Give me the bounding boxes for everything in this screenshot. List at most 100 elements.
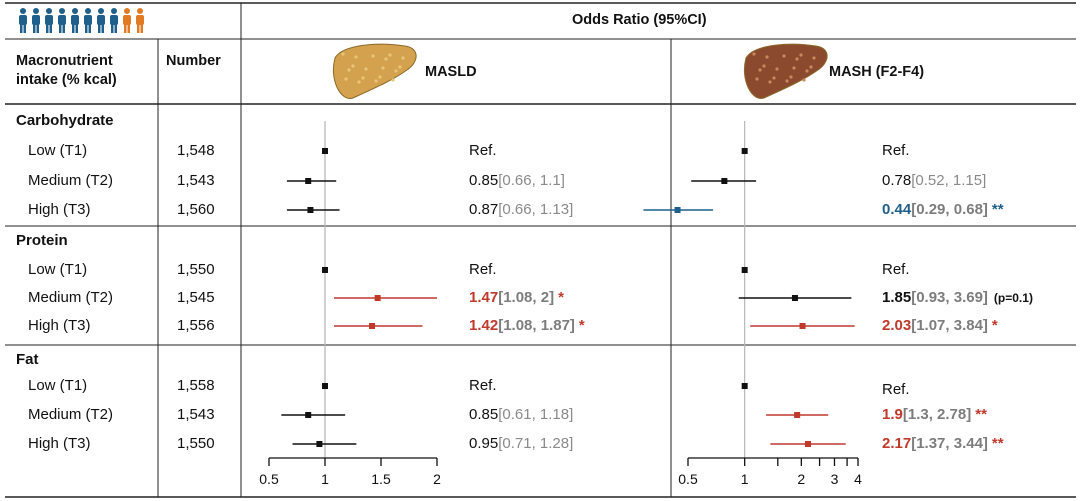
healthy-liver-icon-spot	[347, 68, 351, 72]
odds-ratio-value: 1.85	[882, 289, 912, 306]
masld-odds-ratio: Ref.	[469, 377, 497, 395]
fibrotic-liver-icon-spot	[795, 57, 799, 61]
healthy-liver-icon-spot	[361, 76, 365, 80]
mash-x-tick-label: 4	[854, 471, 862, 487]
fibrotic-liver-icon-spot	[782, 54, 786, 58]
row-level-label: Medium (T2)	[28, 406, 114, 423]
person-icon-body	[58, 15, 66, 25]
person-icon-leg	[137, 24, 140, 33]
healthy-liver-icon-spot	[341, 52, 345, 56]
healthy-liver-icon-spot	[351, 64, 355, 68]
masld-point	[322, 383, 328, 389]
masld-column-header: MASLD	[425, 64, 477, 80]
reference-label: Ref.	[882, 381, 910, 398]
fibrotic-liver-icon-spot	[762, 64, 766, 68]
healthy-liver-icon-spot	[354, 55, 358, 59]
mash-odds-ratio: 2.17[1.37, 3.44] **	[882, 435, 1004, 453]
significance-star: **	[975, 406, 987, 423]
person-icon-body	[32, 15, 40, 25]
masld-odds-ratio: 0.85[0.66, 1.1]	[469, 172, 565, 190]
person-icon-leg	[140, 24, 143, 33]
person-icon-leg	[49, 24, 52, 33]
fibrotic-liver-icon-spot	[765, 55, 769, 59]
significance-star: *	[558, 289, 564, 306]
masld-x-tick-label: 1	[321, 471, 329, 487]
mash-odds-ratio: Ref.	[882, 381, 910, 399]
masld-point	[305, 412, 312, 418]
person-icon-head	[33, 8, 39, 14]
person-icon-leg	[23, 24, 26, 33]
healthy-liver-icon-spot	[398, 65, 402, 69]
intake-column-header: Macronutrient intake (% kcal)	[16, 53, 117, 88]
person-icon-leg	[111, 24, 114, 33]
person-icon-head	[85, 8, 91, 14]
group-fat: Fat	[16, 351, 39, 368]
masld-x-tick-label: 0.5	[259, 471, 279, 487]
person-icon-leg	[20, 24, 23, 33]
person-icon-body	[110, 15, 118, 25]
mash-odds-ratio: 1.9[1.3, 2.78] **	[882, 406, 987, 424]
healthy-liver-icon-spot	[401, 56, 405, 60]
odds-ratio-value: 0.85	[469, 172, 499, 189]
significance-star: **	[991, 201, 1004, 218]
mash-point	[799, 323, 806, 329]
mash-x-tick-label: 1	[741, 471, 749, 487]
confidence-interval: [0.29, 0.68]	[911, 201, 988, 218]
masld-point	[305, 178, 312, 184]
masld-odds-ratio: 0.95[0.71, 1.28]	[469, 435, 573, 453]
fibrotic-liver-icon-spot	[772, 76, 776, 80]
person-icon-leg	[59, 24, 62, 33]
confidence-interval: [0.66, 1.1]	[498, 172, 565, 189]
person-icon-head	[124, 8, 130, 14]
odds-ratio-value: 2.17	[882, 435, 912, 452]
fibrotic-liver-icon-spot	[755, 77, 759, 81]
person-icon-leg	[72, 24, 75, 33]
healthy-liver-icon	[333, 43, 417, 99]
row-level-label: Medium (T2)	[28, 172, 114, 189]
confidence-interval: [1.08, 1.87]	[498, 317, 575, 334]
person-icon-leg	[75, 24, 78, 33]
masld-odds-ratio: 0.85[0.61, 1.18]	[469, 406, 573, 424]
fibrotic-liver-icon-spot	[802, 78, 806, 82]
mash-x-tick-label: 2	[797, 471, 805, 487]
fibrotic-liver-icon-spot	[758, 68, 762, 72]
person-icon-leg	[33, 24, 36, 33]
row-number: 1,556	[177, 317, 215, 334]
person-icon-body	[71, 15, 79, 25]
fibrotic-liver-icon-spot	[792, 66, 796, 70]
masld-odds-ratio: 0.87[0.66, 1.13]	[469, 201, 573, 219]
odds-ratio-value: 1.9	[882, 406, 903, 423]
mash-odds-ratio: 1.85[0.93, 3.69] (p=0.1)	[882, 289, 1033, 307]
reference-label: Ref.	[469, 142, 497, 159]
row-level-label: High (T3)	[28, 201, 91, 218]
confidence-interval: [1.3, 2.78]	[902, 406, 972, 423]
healthy-liver-icon-spot	[384, 57, 388, 61]
odds-ratio-value: 2.03	[882, 317, 912, 334]
masld-odds-ratio: 1.42[1.08, 1.87] *	[469, 317, 585, 335]
fibrotic-liver-icon-spot	[789, 75, 793, 79]
mash-x-tick-label: 0.5	[678, 471, 698, 487]
person-icon-leg	[46, 24, 49, 33]
significance-star: *	[991, 317, 998, 334]
fibrotic-liver-icon-spot	[768, 80, 772, 84]
person-icon-body	[97, 15, 105, 25]
row-level-label: High (T3)	[28, 317, 91, 334]
reference-label: Ref.	[882, 261, 910, 278]
row-number: 1,558	[177, 377, 215, 394]
person-icon-leg	[62, 24, 65, 33]
row-number: 1,560	[177, 201, 215, 218]
confidence-interval: [0.66, 1.13]	[498, 201, 574, 218]
person-icon-leg	[98, 24, 101, 33]
mash-x-tick-label: 3	[831, 471, 839, 487]
reference-label: Ref.	[882, 142, 910, 159]
person-icon-head	[20, 8, 26, 14]
person-icon-leg	[101, 24, 104, 33]
confidence-interval: [1.08, 2]	[498, 289, 555, 306]
mash-odds-ratio: Ref.	[882, 142, 910, 160]
fibrotic-liver-icon-spot	[752, 52, 756, 56]
person-icon-leg	[114, 24, 117, 33]
row-number: 1,548	[177, 142, 215, 159]
mash-odds-ratio: 0.78[0.52, 1.15]	[882, 172, 986, 190]
person-icon-leg	[36, 24, 39, 33]
masld-point	[307, 207, 314, 213]
